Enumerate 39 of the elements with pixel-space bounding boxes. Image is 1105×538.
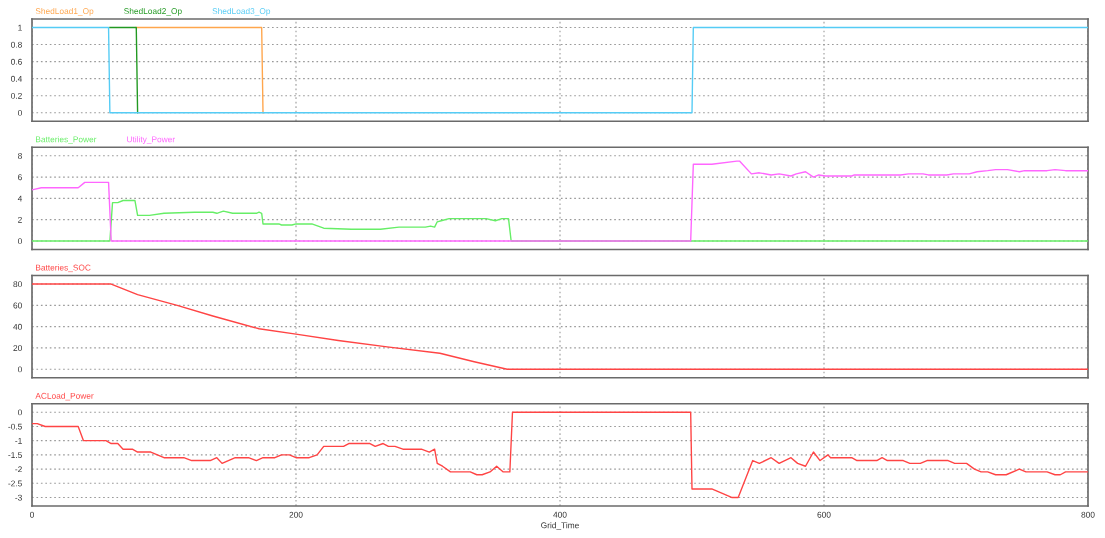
series-label: Batteries_SOC <box>36 264 91 273</box>
y-tick-label: 80 <box>13 281 22 288</box>
y-tick-label: 0.8 <box>11 41 22 48</box>
text: Utility_Power <box>127 136 175 144</box>
y-tick-label: 0 <box>17 238 22 245</box>
line-series <box>32 160 1088 242</box>
y-tick-label: 20 <box>13 345 22 352</box>
y-tick-label: 2 <box>18 216 22 223</box>
y-tick-label: 1 <box>18 24 22 31</box>
x-tick-label: 0 <box>30 511 34 518</box>
text: ShedLoad3_Op <box>212 7 271 16</box>
y-tick-label: 6 <box>18 174 22 181</box>
y-tick-label: -1 <box>15 437 22 444</box>
text: ACLoad_Power <box>35 392 94 401</box>
y-tick-label: 0 <box>17 409 22 416</box>
series-label: ShedLoad2_Op <box>124 7 182 16</box>
line-series <box>32 283 1088 370</box>
y-tick-label: -2 <box>15 466 22 473</box>
text: ShedLoad1_Op <box>35 7 94 16</box>
x-axis-title: Grid_Time <box>541 522 579 530</box>
y-tick-label: -1.5 <box>8 452 22 458</box>
y-tick-label: -3 <box>15 494 22 501</box>
y-tick-label: 0 <box>17 366 22 373</box>
x-tick-label: 400 <box>553 511 567 518</box>
y-tick-label: 0.4 <box>11 75 23 82</box>
y-tick-label: 4 <box>17 195 23 202</box>
y-tick-label: 0.6 <box>11 58 22 65</box>
x-tick-label: 800 <box>1081 511 1095 518</box>
y-tick-label: -0.5 <box>8 423 22 430</box>
text: Batteries_Power <box>36 136 97 144</box>
y-tick-label: 8 <box>18 152 22 159</box>
x-tick-label: 600 <box>817 511 831 518</box>
x-tick-label: 200 <box>289 511 303 518</box>
y-tick-label: 0 <box>17 109 22 116</box>
line-series <box>32 411 1088 499</box>
y-tick-label: 0.2 <box>11 92 22 99</box>
y-tick-label: 60 <box>13 302 22 309</box>
y-tick-label: -2.5 <box>8 480 22 487</box>
y-tick-label: 40 <box>13 323 22 330</box>
